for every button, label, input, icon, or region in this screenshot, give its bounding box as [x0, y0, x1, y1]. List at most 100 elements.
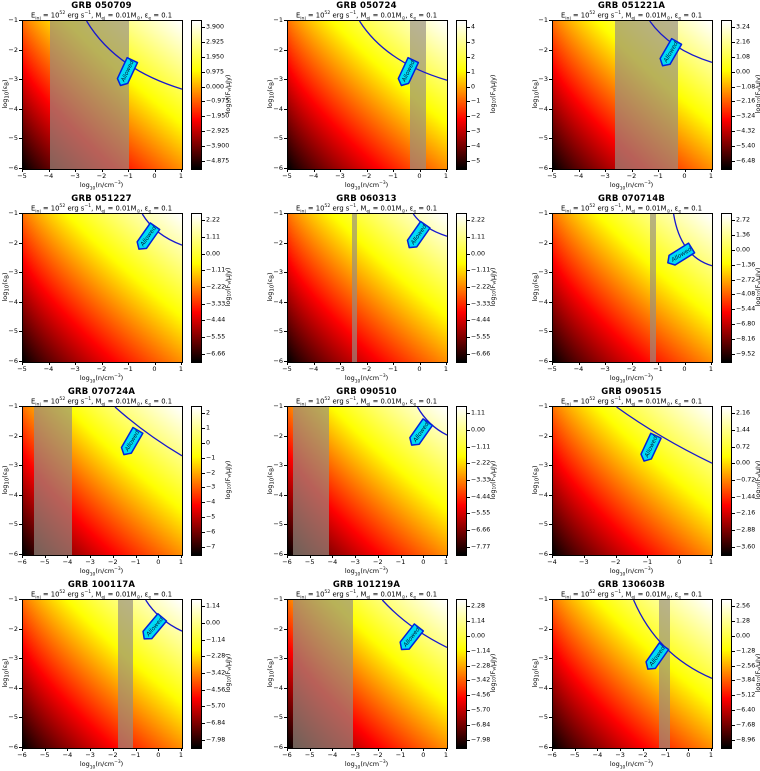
colorbar-tick-label: −4 — [471, 142, 481, 150]
allowed-banner-shape — [667, 242, 696, 266]
y-tick-mark — [19, 108, 22, 110]
colorbar-tick-label: −1.950 — [206, 112, 230, 120]
colorbar-tick-label: −4.32 — [736, 127, 756, 135]
x-tick-label: −2 — [361, 365, 372, 373]
y-tick-mark — [19, 301, 22, 303]
x-tick-label: −1 — [653, 172, 663, 180]
colorbar-canvas — [192, 407, 201, 555]
colorbar-tick-mark — [202, 336, 205, 338]
x-tick-label: −4 — [43, 365, 54, 373]
y-tick-mark — [19, 361, 22, 362]
x-tick-label: −1 — [395, 558, 406, 566]
colorbar-axis-label: log10(Fν/μJy) — [489, 653, 498, 693]
x-tick-label: 0 — [417, 365, 422, 373]
y-tick-mark — [284, 331, 287, 333]
y-tick-label: −2 — [538, 238, 548, 247]
colorbar-tick-label: −2.56 — [736, 662, 756, 670]
x-tick-label: −2 — [96, 365, 107, 373]
x-tick-label: 0 — [421, 751, 426, 759]
y-tick-label: −1 — [273, 209, 283, 217]
y-tick-mark — [19, 599, 22, 600]
x-tick-label: −4 — [43, 172, 54, 180]
colorbar-canvas — [192, 600, 201, 748]
colorbar-tick-label: −1.36 — [736, 261, 756, 269]
x-tick-label: 1 — [708, 751, 714, 759]
heatmap-plot: Allowed — [287, 213, 448, 363]
panel-subtitle: Einj = 1052 erg s−1, Mej = 0.01M⊙, εe = … — [295, 203, 438, 215]
colorbar-tick-label: 2.22 — [206, 216, 221, 224]
x-tick-mark — [181, 748, 182, 751]
y-axis-label: log10(εB) — [266, 658, 276, 688]
colorbar-canvas — [722, 600, 731, 748]
panel-title: GRB 060313 — [336, 194, 397, 204]
y-tick-mark — [549, 687, 552, 689]
colorbar-tick-mark — [732, 621, 735, 623]
x-tick-mark — [574, 748, 576, 751]
x-tick-mark — [135, 555, 137, 558]
y-tick-label: −4 — [273, 104, 283, 113]
y-tick-label: −5 — [538, 520, 548, 529]
flux-limit-curve — [381, 599, 448, 648]
colorbar-tick-label: 2.925 — [206, 38, 225, 46]
y-tick-label: −5 — [8, 134, 18, 143]
colorbar-tick-label: −6.48 — [736, 157, 756, 165]
colorbar — [191, 599, 202, 749]
y-tick-label: −3 — [273, 461, 283, 470]
x-tick-mark — [423, 555, 425, 558]
x-tick-label: 0 — [686, 751, 691, 759]
colorbar-tick-label: −1.11 — [206, 266, 226, 274]
colorbar-tick-mark — [202, 517, 205, 518]
y-tick-label: −4 — [538, 104, 548, 113]
colorbar-tick-label: −1.14 — [471, 647, 491, 655]
allowed-banner-shape — [406, 220, 431, 249]
x-tick-mark — [597, 748, 599, 751]
colorbar-tick-mark — [732, 160, 735, 162]
panel-title: GRB 090510 — [336, 387, 397, 397]
y-tick-label: −3 — [273, 75, 283, 84]
panel-subtitle: Einj = 1052 erg s−1, Mej = 0.01M⊙, εe = … — [295, 589, 438, 601]
x-tick-mark — [583, 555, 585, 558]
colorbar-tick-label: −5.70 — [206, 702, 226, 710]
grb-panel-grb-060313: GRB 060313 Einj = 1052 erg s−1, Mej = 0.0… — [253, 193, 506, 385]
x-tick-label: −2 — [108, 558, 118, 566]
colorbar-tick-label: −2.22 — [206, 283, 226, 291]
colorbar-tick-label: −4.44 — [471, 493, 491, 501]
allowed-region-banner: Allowed — [120, 426, 144, 456]
y-tick-label: −5 — [538, 327, 548, 336]
x-tick-mark — [552, 169, 553, 172]
colorbar-tick-mark — [467, 101, 470, 103]
colorbar — [456, 406, 467, 556]
colorbar-tick-label: −0.72 — [736, 476, 756, 484]
y-tick-label: −6 — [538, 164, 548, 172]
y-axis-label: log10(εB) — [531, 658, 541, 688]
y-tick-mark — [549, 138, 552, 140]
x-tick-mark — [647, 555, 649, 558]
panel-title: GRB 090515 — [601, 387, 662, 397]
colorbar-axis-label: log10(Fν/μJy) — [224, 460, 233, 500]
colorbar-tick-mark — [202, 531, 205, 533]
y-tick-label: −2 — [8, 624, 18, 633]
allowed-region-banner: Allowed — [142, 612, 168, 640]
y-tick-mark — [19, 628, 22, 630]
excluded-density-band — [409, 21, 426, 169]
x-tick-label: −5 — [282, 365, 292, 373]
heatmap-canvas — [553, 407, 712, 555]
colorbar-tick-label: −1.28 — [736, 647, 756, 655]
colorbar-tick-mark — [467, 724, 470, 726]
y-tick-mark — [19, 465, 22, 467]
x-tick-label: −5 — [17, 172, 27, 180]
y-axis-label: log10(εB) — [531, 465, 541, 495]
y-tick-label: −3 — [8, 268, 18, 277]
colorbar-tick-mark — [732, 496, 735, 498]
y-tick-mark — [284, 599, 287, 600]
panel-subtitle: Einj = 1052 erg s−1, Mej = 0.01M⊙, εe = … — [560, 10, 703, 22]
x-tick-label: −4 — [573, 172, 584, 180]
excluded-density-band — [49, 21, 129, 169]
y-tick-label: −4 — [273, 683, 283, 692]
colorbar-tick-label: −3.60 — [736, 543, 756, 551]
y-tick-label: −2 — [538, 45, 548, 54]
x-tick-label: −1 — [123, 172, 133, 180]
colorbar-tick-label: −4.44 — [206, 316, 226, 324]
y-tick-mark — [549, 108, 552, 110]
